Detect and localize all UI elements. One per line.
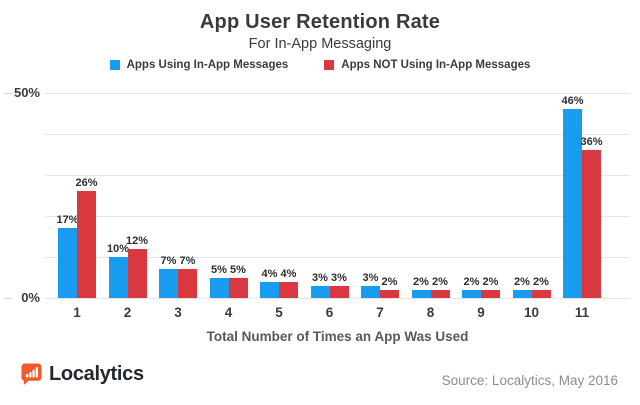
bar-value-label-6-using: 3% [312,271,328,284]
x-tick-label-1: 1 [73,305,81,320]
y-tick-mark-0 [4,298,12,299]
brand-logo: Localytics [20,362,144,386]
bar-1-not-using [77,191,96,298]
bar-11-using [563,109,582,298]
legend-item-not-using-messages: Apps NOT Using In-App Messages [324,59,530,71]
chart-subtitle: For In-App Messaging [248,36,392,52]
bar-9-using [462,289,481,298]
gridline-40 [45,134,630,135]
brand-name: Localytics [49,362,144,385]
legend-label-using-messages: Apps Using In-App Messages [126,59,289,71]
x-tick-label-5: 5 [275,305,283,320]
bar-9-not-using [481,289,500,298]
x-tick-label-2: 2 [123,305,132,320]
bar-value-label-8-not-using: 2% [432,275,448,288]
bar-7-using [361,285,380,298]
x-axis-title: Total Number of Times an App Was Used [206,329,469,344]
bar-1-using [58,228,77,298]
gridline-10 [45,257,630,258]
y-tick-mark-50 [4,93,12,94]
legend-item-using-messages: Apps Using In-App Messages [109,59,289,71]
bar-5-using [260,281,279,298]
bar-3-using [159,269,178,298]
x-tick-label-4: 4 [224,305,233,320]
bar-8-using [411,289,431,298]
x-tick-label-8: 8 [426,305,435,320]
chart-title: App User Retention Rate [199,11,441,33]
x-tick-label-10: 10 [523,305,540,320]
bar-value-label-4-not-using: 5% [230,263,246,276]
bar-value-label-5-using: 4% [261,267,278,280]
bar-value-label-3-using: 7% [160,255,177,268]
bar-3-not-using [178,269,197,298]
plot-area: 17% 26% 1 10% 12% 2 7% 7% 3 5% 5% 4 4% 4% 5 3% 3% 6 3% 2% 7 2… [45,93,630,320]
bar-11-not-using [582,150,601,298]
bar-2-not-using [127,248,147,298]
bar-5-not-using [279,281,298,298]
bar-7-not-using [380,289,399,298]
bar-4-using [209,277,229,298]
bar-10-using [512,289,532,298]
bar-value-label-10-using: 2% [514,275,530,288]
bar-value-label-9-using: 2% [463,275,480,288]
bar-value-label-2-not-using: 12% [125,234,149,247]
legend: Apps Using In-App Messages Apps NOT Usin… [0,59,640,71]
bar-10-not-using [531,289,551,298]
legend-swatch-red [324,60,335,70]
x-tick-label-3: 3 [174,305,182,320]
legend-swatch-blue [109,60,120,70]
bar-2-using [108,257,128,298]
bar-value-label-11-not-using: 36% [580,136,603,149]
x-tick-label-9: 9 [477,305,485,320]
bar-value-label-6-not-using: 3% [331,271,347,284]
bar-value-label-4-using: 5% [211,263,227,276]
bar-value-label-5-not-using: 4% [280,267,297,280]
bar-value-label-8-using: 2% [413,275,429,288]
gridline-0 [45,298,630,299]
y-axis-label-0: 0% [21,290,40,305]
bar-value-label-1-using: 17% [56,214,79,227]
bar-8-not-using [430,289,450,298]
bar-value-label-2-using: 10% [106,243,130,255]
x-tick-label-7: 7 [376,305,384,320]
gridline-50 [45,93,630,94]
bar-value-label-9-not-using: 2% [482,275,499,288]
bar-4-not-using [228,277,248,298]
gridline-20 [45,216,630,217]
bar-value-label-1-not-using: 26% [75,177,98,190]
legend-label-not-using-messages: Apps NOT Using In-App Messages [341,59,531,71]
bar-value-label-3-not-using: 7% [179,255,196,268]
x-tick-label-11: 11 [574,305,590,320]
bar-6-using [310,285,330,298]
y-axis-label-50: 50% [13,85,40,100]
bar-6-not-using [329,285,349,298]
bar-value-label-7-not-using: 2% [381,275,398,288]
bar-value-label-11-using: 46% [561,95,584,108]
source-attribution: Source: Localytics, May 2016 [441,373,618,388]
bar-value-label-10-not-using: 2% [533,275,549,288]
x-tick-label-6: 6 [325,305,334,320]
gridline-30 [45,175,630,176]
bar-value-label-7-using: 3% [362,271,379,284]
localytics-logo-icon [20,362,43,386]
